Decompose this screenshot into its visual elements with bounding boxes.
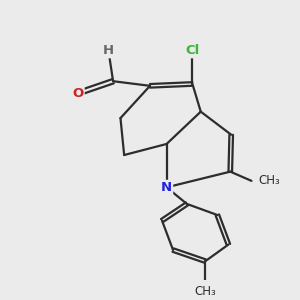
Text: H: H <box>103 44 114 57</box>
Text: CH₃: CH₃ <box>258 174 280 188</box>
Text: Cl: Cl <box>185 44 200 57</box>
Text: O: O <box>72 87 84 100</box>
Text: N: N <box>161 181 172 194</box>
Text: CH₃: CH₃ <box>194 285 216 298</box>
